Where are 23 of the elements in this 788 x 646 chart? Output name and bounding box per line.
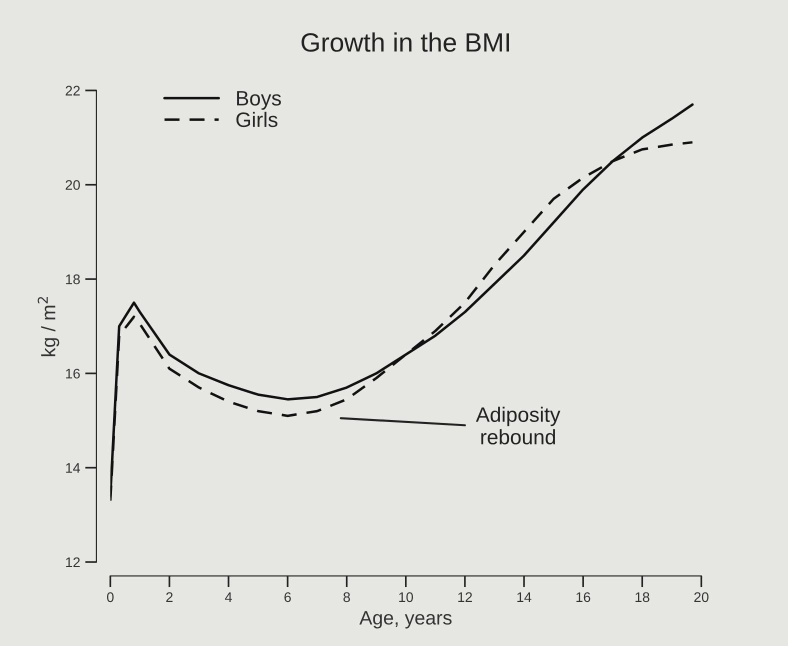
x-tick-label: 18 (636, 592, 650, 602)
y-tick-label: 12 (66, 557, 80, 568)
x-axis-title: Age, years (359, 611, 452, 629)
legend-label: Girls (236, 112, 278, 128)
x-tick-label: 0 (107, 592, 114, 602)
chart-title: Growth in the BMI (302, 32, 509, 52)
x-tick-label: 2 (166, 592, 173, 602)
y-tick-label: 22 (66, 86, 80, 96)
legend-label: Boys (237, 91, 281, 110)
x-tick-label: 12 (458, 592, 472, 602)
x-tick-label: 4 (224, 592, 232, 602)
y-tick-label: 20 (66, 180, 80, 190)
x-tick-label: 16 (576, 592, 590, 602)
x-tick-label: 14 (517, 592, 532, 602)
annotation: Adiposity rebound (476, 406, 560, 444)
y-axis-title: kg / m$^{2}$ (38, 297, 60, 356)
x-tick-label: 6 (284, 592, 291, 602)
y-tick-label: 16 (66, 368, 80, 379)
x-tick-label: 20 (694, 592, 708, 602)
y-tick-label: 14 (66, 463, 80, 473)
x-tick-label: 8 (343, 592, 350, 602)
y-tick-label: 18 (66, 274, 80, 284)
x-tick-label: 10 (399, 592, 413, 602)
